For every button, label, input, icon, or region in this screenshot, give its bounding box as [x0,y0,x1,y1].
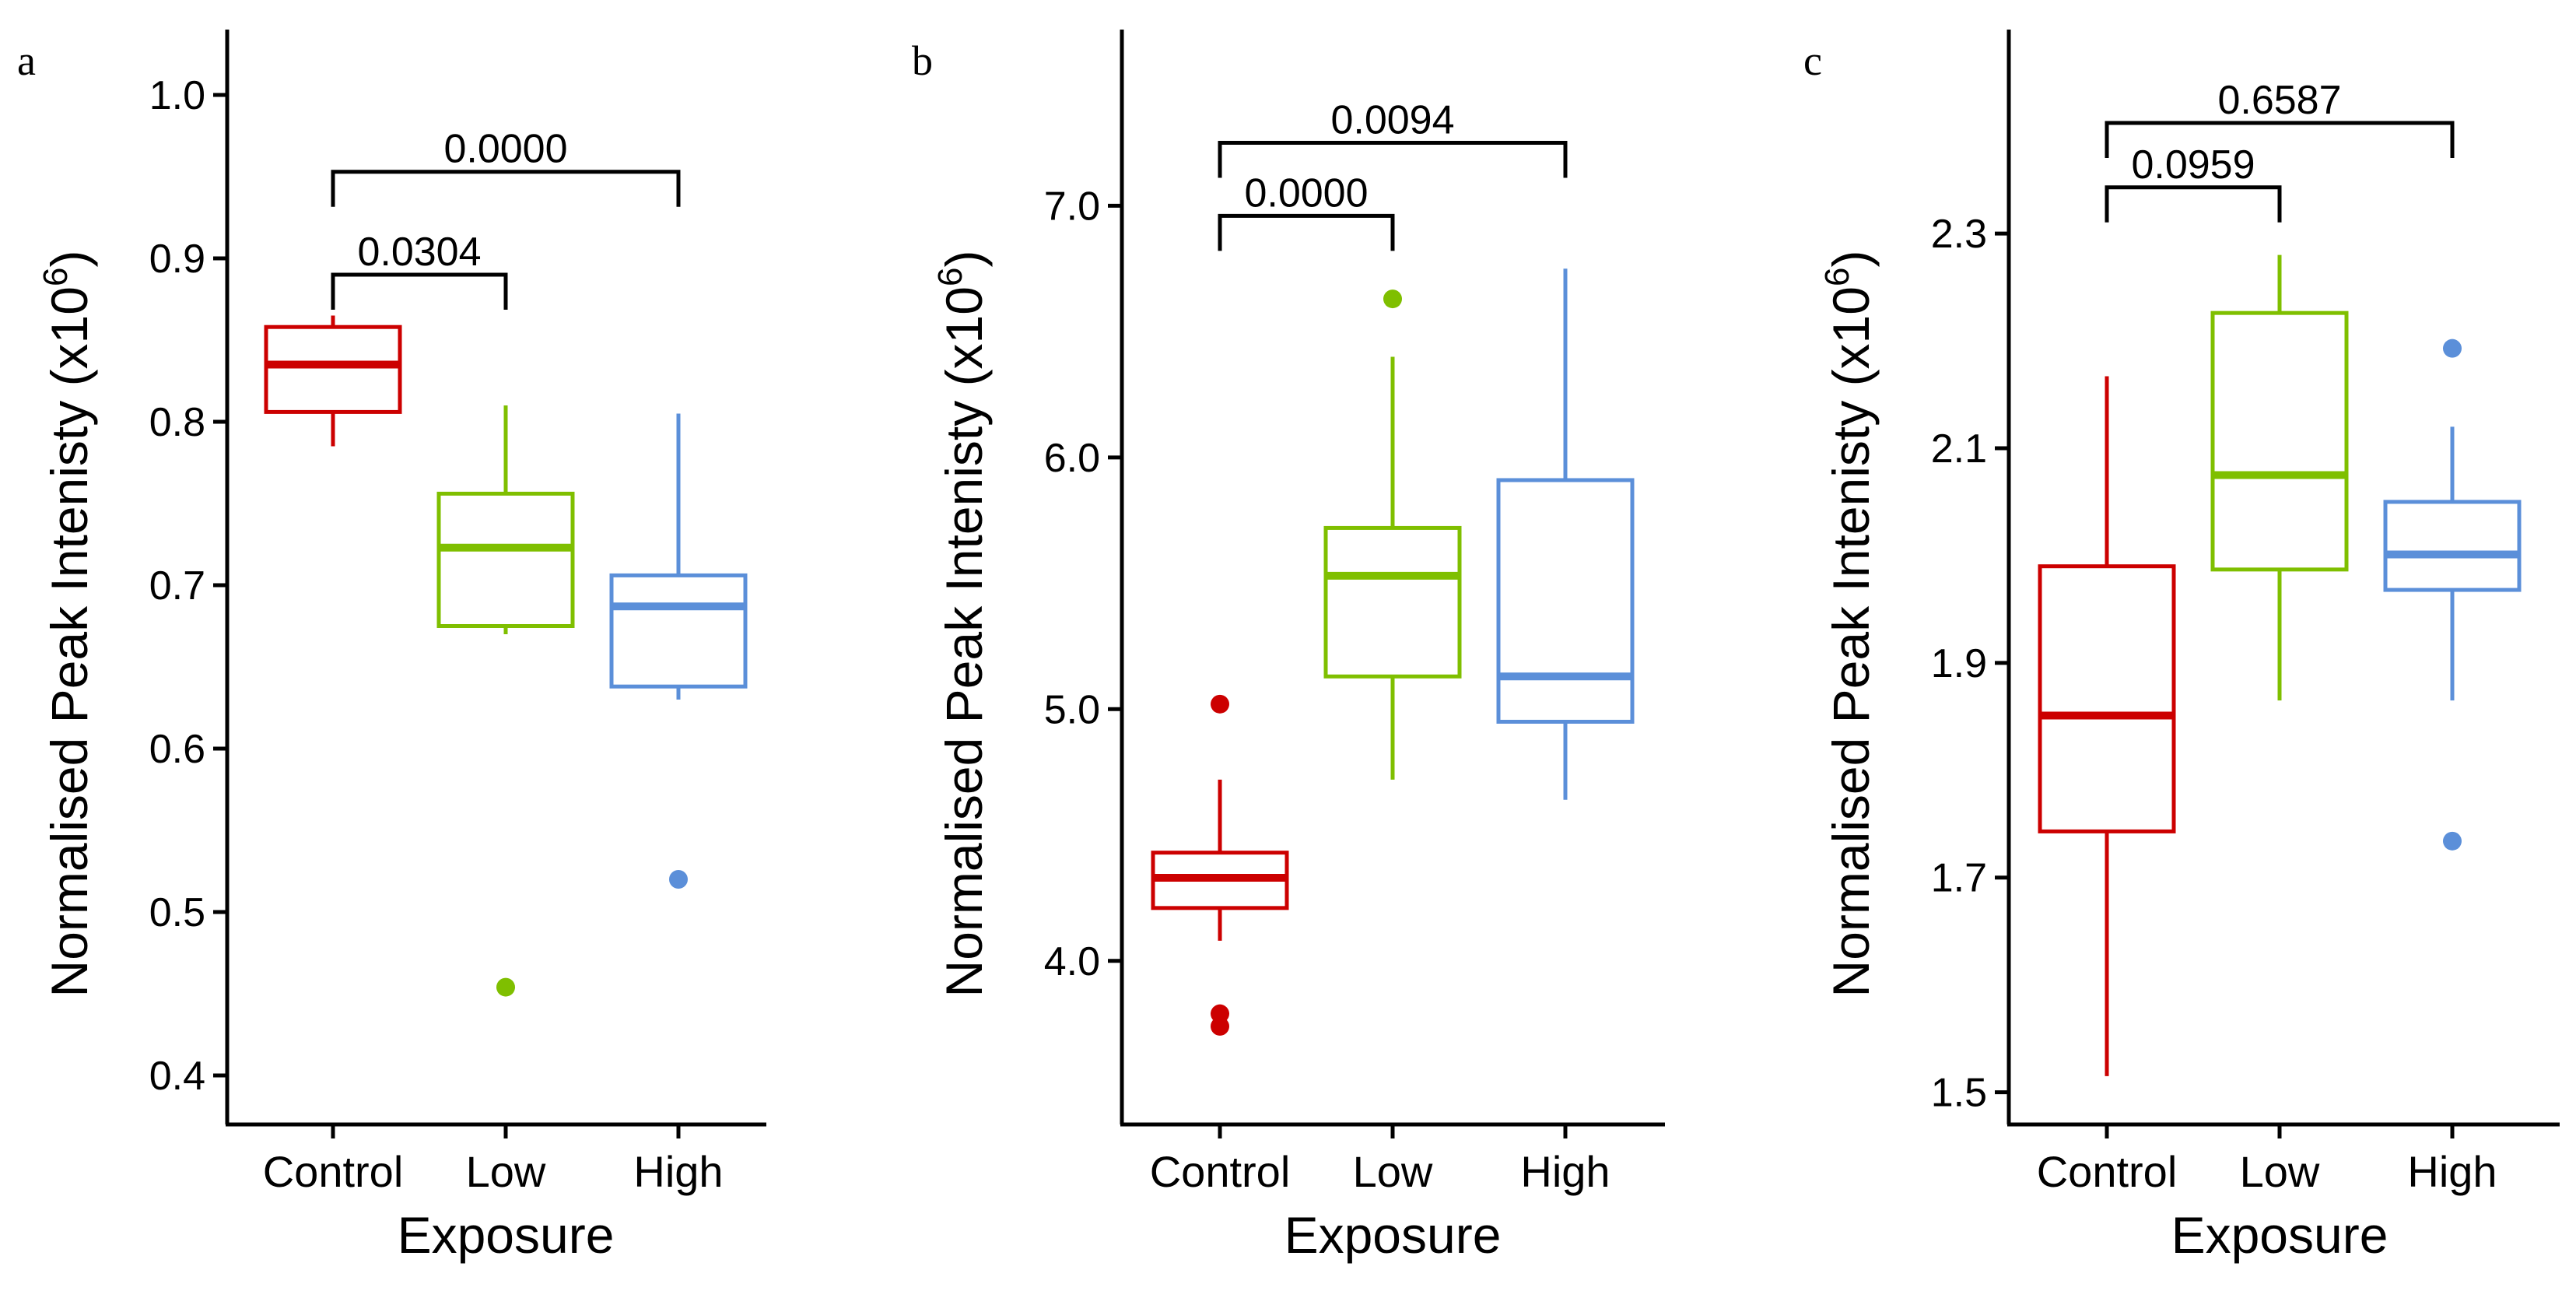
p-value-label: 0.0000 [443,127,567,172]
y-tick-label: 0.8 [149,400,205,445]
p-value-label: 0.0959 [2131,142,2255,188]
y-tick-label: 2.1 [1931,426,1987,472]
x-tick-label: Low [2240,1147,2320,1196]
p-value-label: 0.0000 [1244,170,1368,216]
comparison-bracket: 0.6587 [2105,78,2455,159]
box-control [1151,694,1289,1036]
outlier-point [1211,694,1229,714]
y-tick-label: 6.0 [1044,436,1100,481]
box-iqr [2210,310,2349,572]
y-tick-label: 1.9 [1931,641,1987,686]
panel-letter: c [1803,37,1822,84]
p-value-label: 0.0094 [1330,98,1454,143]
box-high [2383,339,2522,851]
box-iqr [609,573,748,689]
x-axis-title: Exposure [398,1206,615,1264]
comparison-bracket: 0.0000 [1218,170,1395,251]
y-tick-label: 7.0 [1044,184,1100,229]
y-tick-label: 0.9 [149,237,205,282]
outlier-point [2443,339,2462,358]
box-high [609,413,748,889]
y-axis-title: Normalised Peak Intenisty (x106) [931,251,993,998]
y-tick-label: 1.7 [1931,856,1987,901]
x-tick-label: Low [1353,1147,1433,1196]
outlier-point [669,870,688,889]
y-tick-label: 0.7 [149,563,205,609]
y-tick-label: 0.4 [149,1054,205,1099]
comparison-bracket: 0.0959 [2105,142,2282,223]
y-tick-label: 5.0 [1044,687,1100,732]
y-tick-label: 2.3 [1931,212,1987,257]
box-iqr [2038,564,2176,833]
bracket-line [2105,121,2455,159]
y-tick-label: 1.5 [1931,1071,1987,1116]
box-iqr [1323,525,1462,679]
box-high [1496,268,1635,800]
box-iqr [436,491,575,629]
y-tick-label: 4.0 [1044,939,1100,984]
x-tick-label: Control [1150,1147,1291,1196]
outlier-point [1211,1016,1229,1036]
box-iqr [264,325,402,414]
y-tick-label: 0.5 [149,890,205,935]
bracket-line [331,170,681,207]
panel-a: a 0.4 0.5 0.6 0.7 0.8 0.9 1.0 Control Low High Expo… [17,30,766,1264]
outlier-point [2443,831,2462,851]
bracket-line [1218,141,1568,178]
x-axis-title: Exposure [2171,1206,2388,1264]
y-axis-title: Normalised Peak Intenisty (x106) [1818,251,1880,998]
panel-c: c 1.5 1.7 1.9 2.1 2.3 Control Low High Exposure No… [1803,30,2560,1264]
x-tick-label: High [1520,1147,1610,1196]
panel-letter: a [17,37,36,84]
y-tick-label: 0.6 [149,727,205,772]
x-axis-title: Exposure [1284,1206,1502,1264]
x-tick-label: Low [466,1147,546,1196]
box-control [2038,376,2176,1076]
bracket-line [331,272,508,310]
x-tick-label: Control [2037,1147,2178,1196]
box-control [264,315,402,447]
box-low [2210,254,2349,701]
outlier-point [496,977,515,997]
box-low [1323,289,1462,780]
box-iqr [2383,500,2522,592]
box-iqr [1496,478,1635,724]
x-tick-label: High [2407,1147,2497,1196]
y-tick-label: 1.0 [149,73,205,118]
x-tick-label: High [633,1147,723,1196]
comparison-bracket: 0.0304 [331,230,508,310]
comparison-bracket: 0.0094 [1218,98,1568,178]
panel-b: b 4.0 5.0 6.0 7.0 Control Low High Exposure Norma… [912,30,1665,1264]
bracket-line [2105,185,2282,223]
y-axis-title: Normalised Peak Intenisty (x106) [37,251,98,998]
outlier-point [1383,289,1402,309]
box-low [436,405,575,997]
panel-letter: b [912,37,933,84]
x-tick-label: Control [263,1147,404,1196]
comparison-bracket: 0.0000 [331,127,681,207]
p-value-label: 0.0304 [357,230,481,275]
p-value-label: 0.6587 [2217,78,2341,123]
bracket-line [1218,213,1395,251]
